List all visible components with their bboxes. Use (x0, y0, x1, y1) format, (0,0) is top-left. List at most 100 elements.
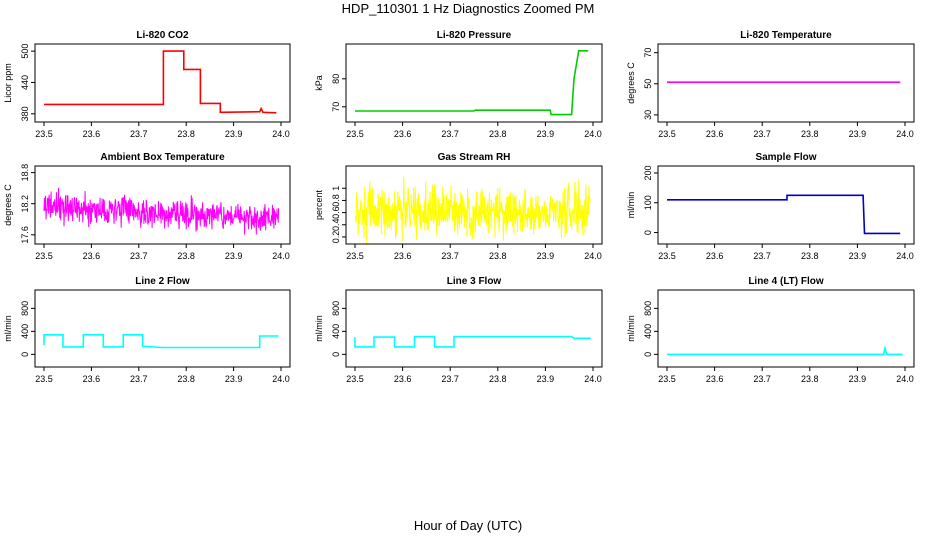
x-tick-label: 23.7 (441, 374, 459, 384)
y-axis-label: degrees C (626, 62, 636, 104)
y-tick-label: 800 (331, 301, 341, 316)
x-tick-label: 23.5 (346, 251, 364, 261)
series-line (44, 50, 277, 114)
y-tick-label: 100 (643, 195, 653, 210)
y-tick-label: 70 (331, 102, 341, 112)
x-tick-label: 23.9 (537, 251, 555, 261)
x-tick-label: 23.5 (658, 251, 676, 261)
chart-panel: Line 2 Flow ml/min 23.5 23.6 23.7 23.8 23.9 24.… (3, 276, 291, 384)
y-tick-label: 17.6 (20, 226, 30, 244)
series-line (354, 176, 592, 245)
x-tick-label: 23.5 (658, 374, 676, 384)
y-tick-label: 18.2 (20, 195, 30, 213)
y-tick-label: 0 (643, 230, 653, 235)
x-tick-label: 23.6 (83, 129, 101, 139)
x-tick-label: 23.8 (177, 251, 195, 261)
y-tick-label: 80 (331, 74, 341, 84)
y-tick-label: 0.8 (331, 194, 341, 207)
panel-title: Li-820 CO2 (136, 30, 189, 41)
plot-frame (34, 165, 291, 245)
x-tick-label: 24.0 (584, 129, 602, 139)
x-tick-label: 23.9 (537, 374, 555, 384)
x-tick-label: 24.0 (896, 129, 914, 139)
x-tick-label: 23.6 (394, 374, 412, 384)
x-tick-label: 23.8 (489, 374, 507, 384)
x-tick-label: 23.6 (706, 129, 724, 139)
y-axis-label: ml/min (626, 192, 636, 219)
y-axis-label: ml/min (3, 315, 13, 342)
x-axis-label: Hour of Day (UTC) (413, 518, 523, 533)
plot-frame (34, 289, 291, 368)
x-tick-label: 23.5 (346, 129, 364, 139)
series-line (43, 187, 280, 235)
plot-frame (657, 165, 915, 245)
x-tick-label: 23.5 (658, 129, 676, 139)
x-tick-label: 24.0 (272, 251, 290, 261)
x-tick-label: 23.8 (801, 374, 819, 384)
x-tick-label: 23.7 (130, 374, 148, 384)
x-tick-label: 23.6 (706, 251, 724, 261)
x-tick-label: 23.8 (801, 251, 819, 261)
x-tick-label: 23.9 (225, 129, 243, 139)
x-tick-label: 23.6 (394, 129, 412, 139)
x-tick-label: 23.5 (35, 129, 53, 139)
y-tick-label: 500 (20, 44, 30, 59)
series-line (43, 333, 279, 349)
panel-title: Li-820 Pressure (437, 30, 512, 41)
y-tick-label: 70 (643, 48, 653, 58)
plot-frame (657, 43, 915, 123)
x-tick-label: 23.8 (801, 129, 819, 139)
x-tick-label: 23.8 (177, 129, 195, 139)
y-axis-label: ml/min (626, 315, 636, 342)
x-tick-label: 23.8 (489, 251, 507, 261)
y-axis-label: percent (314, 189, 324, 220)
panel-title: Line 2 Flow (135, 276, 190, 287)
panel-title: Gas Stream RH (438, 152, 511, 163)
x-tick-label: 24.0 (584, 374, 602, 384)
series-line (667, 194, 901, 235)
y-tick-label: 0.6 (331, 206, 341, 219)
y-tick-label: 400 (20, 324, 30, 339)
series-line (355, 49, 589, 116)
x-tick-label: 23.7 (753, 129, 771, 139)
y-tick-label: 18.8 (20, 164, 30, 182)
x-tick-label: 23.7 (130, 251, 148, 261)
y-tick-label: 0 (331, 352, 341, 357)
panel-title: Line 4 (LT) Flow (748, 276, 824, 287)
x-tick-label: 24.0 (896, 251, 914, 261)
x-tick-label: 23.9 (849, 129, 867, 139)
x-tick-label: 23.6 (83, 374, 101, 384)
y-tick-label: 380 (20, 106, 30, 121)
plot-frame (345, 43, 603, 123)
chart-panel: Li-820 Temperature degrees C 23.5 23.6 23.7 2… (626, 30, 915, 139)
y-axis-label: ml/min (314, 315, 324, 342)
y-tick-label: 1 (331, 186, 341, 191)
y-tick-label: 440 (20, 75, 30, 90)
panel-title: Sample Flow (755, 152, 816, 163)
plot-frame (345, 165, 603, 245)
x-tick-label: 23.9 (225, 374, 243, 384)
y-axis-label: kPa (314, 75, 324, 91)
y-tick-label: 400 (331, 324, 341, 339)
x-tick-label: 23.9 (849, 251, 867, 261)
chart-panel: Gas Stream RH percent 23.5 23.6 23.7 23.8 23.9… (314, 152, 603, 261)
x-tick-label: 23.5 (35, 251, 53, 261)
x-tick-label: 23.5 (35, 374, 53, 384)
y-axis-label: Licor ppm (3, 63, 13, 103)
y-tick-label: 0 (643, 352, 653, 357)
x-tick-label: 23.8 (177, 374, 195, 384)
x-tick-label: 24.0 (584, 251, 602, 261)
panel-title: Line 3 Flow (447, 276, 502, 287)
x-tick-label: 23.9 (537, 129, 555, 139)
panel-title: Li-820 Temperature (740, 30, 832, 41)
plot-frame (34, 43, 291, 123)
y-tick-label: 800 (643, 301, 653, 316)
y-tick-label: 800 (20, 301, 30, 316)
chart-panel: Sample Flow ml/min 23.5 23.6 23.7 23.8 23.9 24.… (626, 152, 915, 261)
x-tick-label: 24.0 (896, 374, 914, 384)
x-tick-label: 23.6 (706, 374, 724, 384)
plot-frame (657, 289, 915, 368)
y-tick-label: 200 (643, 165, 653, 180)
y-tick-label: 0 (20, 352, 30, 357)
